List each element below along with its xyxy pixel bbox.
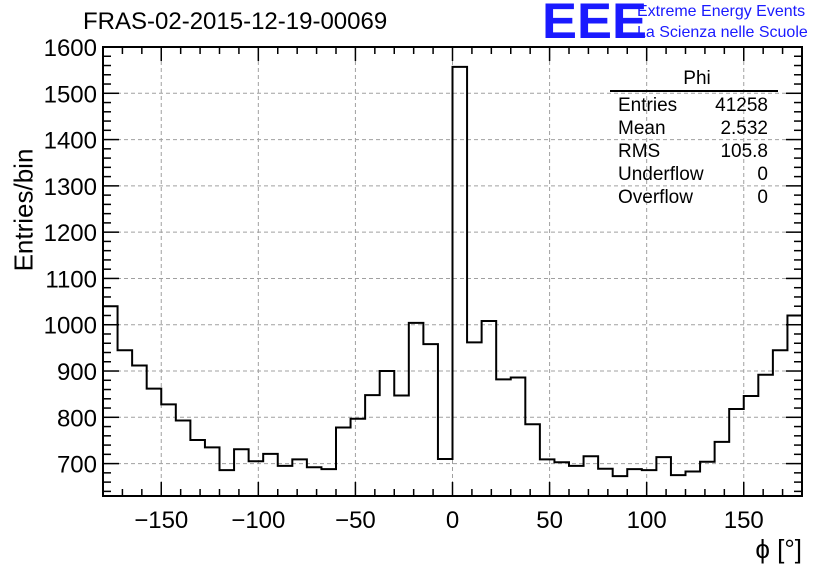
stats-row-overflow: Overflow 0 — [610, 186, 778, 209]
histogram-bin — [220, 470, 235, 496]
histogram-bin — [365, 395, 380, 496]
histogram-bin — [380, 371, 395, 496]
stats-value: 0 — [757, 187, 768, 208]
histogram-bin — [700, 462, 715, 496]
y-tick-label: 700 — [57, 452, 97, 479]
histogram-bin — [423, 344, 438, 496]
histogram-bin — [161, 404, 176, 496]
histogram-bin — [773, 350, 788, 496]
histogram-bin — [671, 475, 686, 496]
x-tick-label: 0 — [446, 507, 459, 534]
x-axis-ticks: −150 −100 −50 0 50 100 150 — [121, 47, 784, 534]
histogram-bin — [351, 419, 366, 496]
histogram-bin — [176, 421, 191, 496]
y-tick-label: 1200 — [44, 220, 97, 247]
stats-value: 41258 — [715, 95, 768, 116]
y-tick-label: 800 — [57, 405, 97, 432]
histogram-bin — [118, 350, 133, 496]
histogram-bin — [278, 466, 293, 496]
stats-row-entries: Entries 41258 — [610, 94, 778, 117]
y-tick-label: 900 — [57, 359, 97, 386]
stats-row-mean: Mean 2.532 — [610, 117, 778, 140]
histogram-bin — [525, 424, 540, 496]
stats-title: Phi — [610, 68, 778, 92]
y-tick-label: 1300 — [44, 174, 97, 201]
histogram-bin — [642, 470, 657, 496]
histogram-bin — [467, 342, 482, 496]
histogram-bin — [321, 469, 336, 496]
histogram-bin — [744, 396, 759, 496]
histogram-bin — [394, 396, 409, 496]
y-tick-label: 1400 — [44, 128, 97, 155]
y-tick-label: 1100 — [45, 266, 97, 293]
histogram-bin — [292, 459, 307, 496]
histogram-bin — [190, 440, 205, 496]
y-tick-label: 1000 — [44, 313, 97, 340]
y-axis-ticks: 700 800 900 1000 1100 1200 1300 1400 1500 1600 — [44, 35, 802, 493]
histogram-bin — [482, 321, 497, 496]
y-axis-label: Entries/bin — [8, 148, 39, 272]
histogram-bin — [598, 469, 613, 496]
stats-value: 0 — [757, 164, 768, 185]
y-axis-label-wrap: Entries/bin — [6, 110, 42, 310]
x-tick-label: 100 — [627, 507, 667, 534]
histogram-bin — [627, 469, 642, 496]
histogram-outline — [102, 65, 803, 496]
histogram-bin — [453, 67, 468, 496]
stats-box: Phi Entries 41258 Mean 2.532 RMS 105.8 U… — [610, 68, 778, 209]
histogram-bin — [758, 375, 773, 496]
histogram-bin — [496, 379, 511, 496]
stats-label: Underflow — [618, 164, 704, 185]
histogram-bin — [554, 462, 569, 496]
y-tick-label: 1600 — [44, 35, 97, 62]
stats-label: Entries — [618, 95, 678, 116]
histogram-bin — [132, 365, 147, 496]
stats-value: 105.8 — [720, 141, 768, 162]
histogram-bin — [511, 378, 526, 496]
histogram-bin — [234, 449, 249, 496]
stats-row-rms: RMS 105.8 — [610, 140, 778, 163]
x-tick-label: 150 — [724, 507, 764, 534]
histogram-bin — [686, 471, 701, 496]
stats-row-underflow: Underflow 0 — [610, 163, 778, 186]
histogram-bin — [205, 447, 220, 496]
stats-label: RMS — [618, 141, 661, 162]
histogram-bin — [584, 456, 599, 496]
logo-line-1: Extreme Energy Events — [637, 3, 806, 20]
histogram-bin — [336, 427, 351, 496]
y-tick-label: 1500 — [44, 81, 97, 108]
histogram-bin — [656, 457, 671, 496]
x-tick-label: 50 — [536, 507, 563, 534]
x-tick-label: −150 — [134, 507, 188, 534]
histogram-bin — [249, 461, 264, 496]
eee-logo: EEE — [542, 0, 648, 49]
histogram-bin — [307, 467, 322, 496]
histogram-bin — [438, 459, 453, 496]
histogram-bin — [729, 409, 744, 496]
histogram-bin — [613, 476, 628, 496]
histogram-bin — [409, 323, 424, 496]
x-axis-label: ϕ [°] — [755, 534, 802, 564]
histogram-bin — [569, 466, 584, 496]
x-tick-label: −50 — [335, 507, 376, 534]
x-tick-label: −100 — [231, 507, 285, 534]
histogram-bin — [540, 459, 555, 496]
plot-title: FRAS-02-2015-12-19-00069 — [83, 8, 388, 35]
histogram-bin — [715, 442, 730, 496]
histogram-bin — [147, 389, 162, 496]
logo-line-2: La Scienza nelle Scuole — [637, 24, 808, 41]
histogram-bin — [263, 454, 278, 496]
stats-label: Overflow — [618, 187, 693, 208]
stats-value: 2.532 — [720, 118, 768, 139]
stats-label: Mean — [618, 118, 666, 139]
